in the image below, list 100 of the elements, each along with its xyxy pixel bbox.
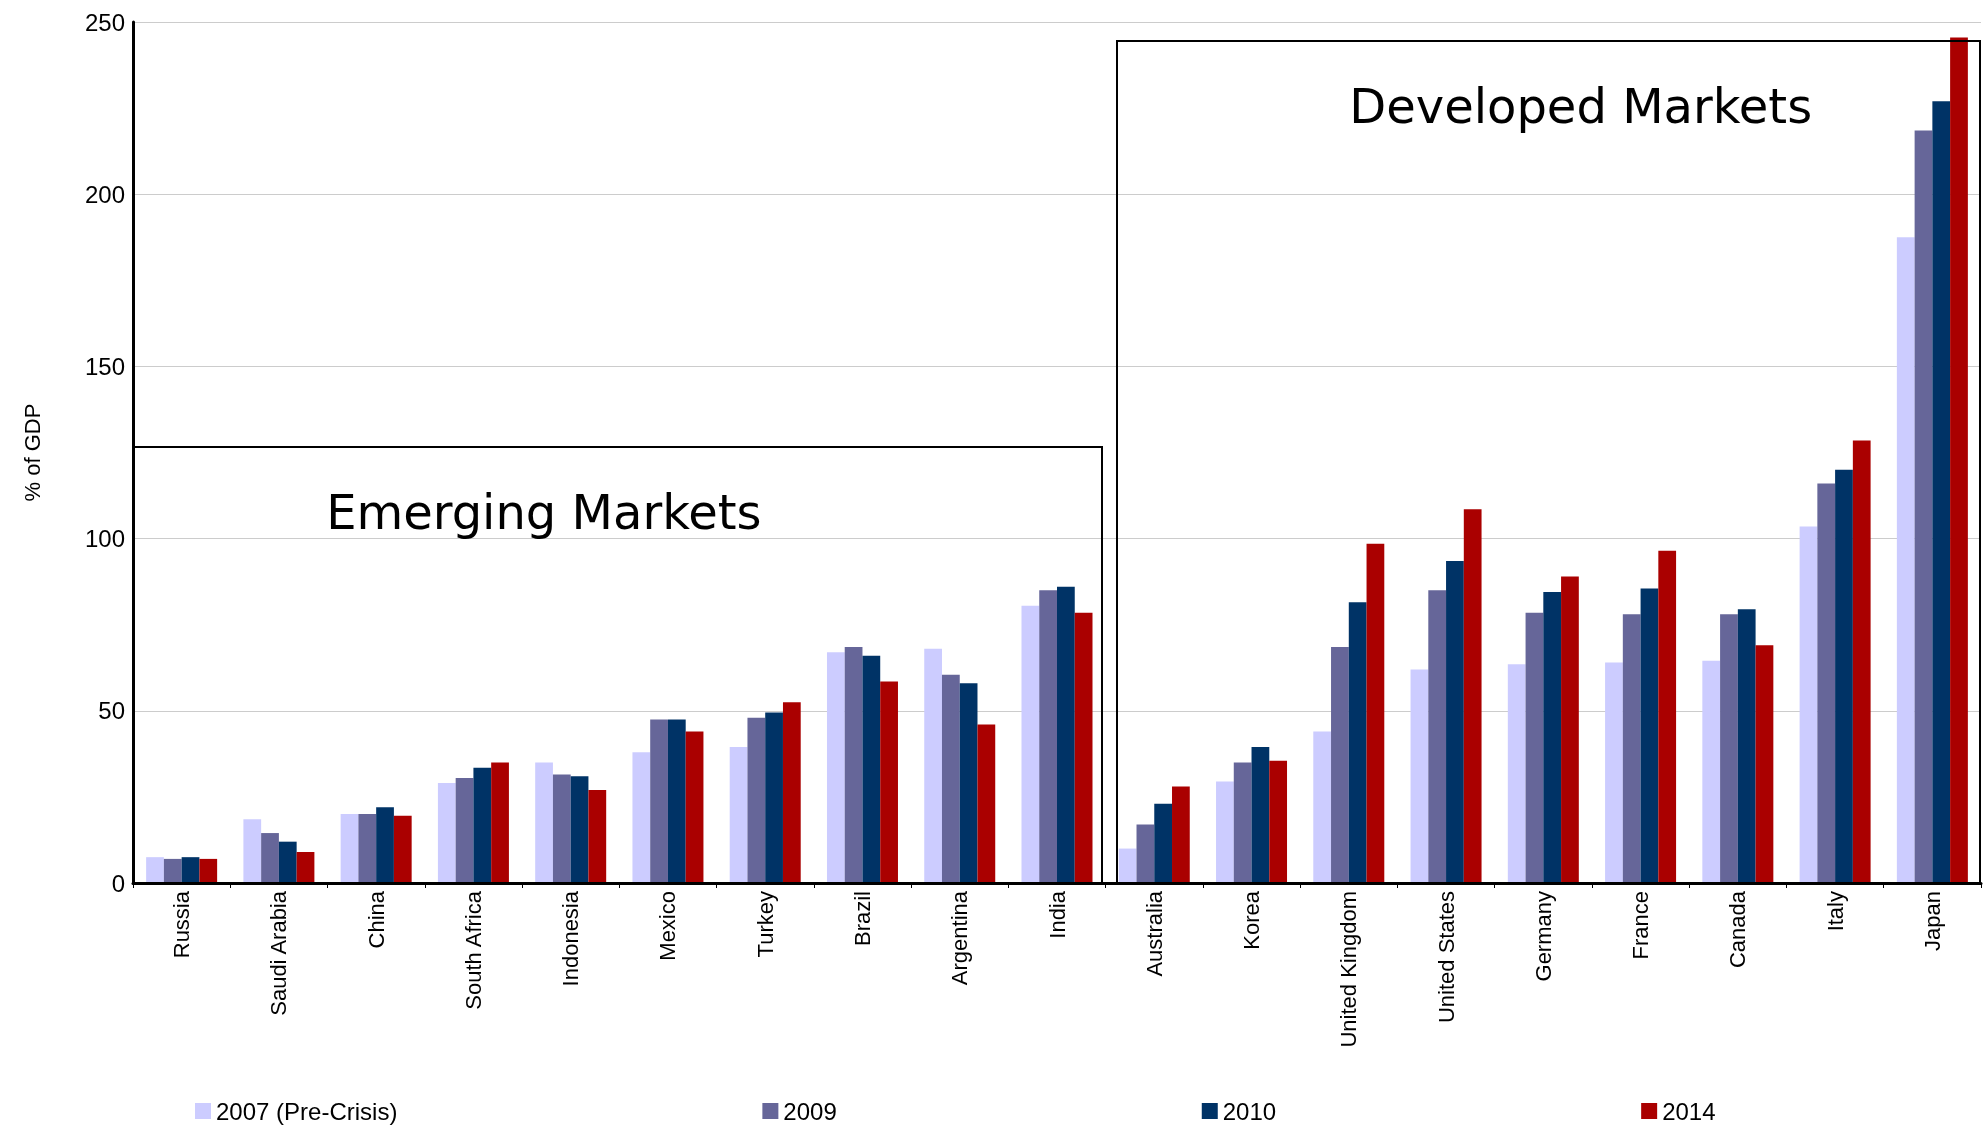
bar (1348, 602, 1367, 883)
bar (146, 857, 164, 883)
bar (588, 790, 607, 883)
bar (844, 647, 863, 883)
bar (1640, 588, 1659, 883)
bar (1269, 760, 1288, 883)
bar (1896, 237, 1915, 883)
bar (296, 852, 315, 883)
x-tick-label: Argentina (947, 890, 973, 986)
bar (570, 776, 589, 883)
legend-label: 2014 (1662, 1097, 1716, 1125)
bar (1446, 560, 1464, 883)
bar (1331, 647, 1349, 883)
legend-label: 2007 (Pre-Crisis) (216, 1097, 398, 1125)
x-tick-label: India (1044, 890, 1070, 939)
bar (393, 815, 412, 883)
y-tick-label: 250 (84, 8, 125, 36)
x-tick-label: United States (1433, 891, 1459, 1024)
x-tick-label: South Africa (460, 890, 486, 1010)
bar (181, 857, 200, 883)
bar (977, 724, 996, 883)
bar (455, 777, 474, 883)
y-tick-label: 150 (84, 352, 125, 380)
bar (491, 762, 509, 883)
bar (782, 702, 801, 883)
x-tick-label: Italy (1822, 891, 1848, 932)
x-tick-label: Indonesia (558, 890, 584, 987)
x-tick-label: China (363, 890, 389, 949)
bar (1720, 614, 1738, 883)
bar (437, 783, 456, 883)
bar (924, 648, 942, 883)
bar (1136, 824, 1155, 883)
bar (747, 717, 766, 883)
x-tick-label: Japan (1919, 891, 1945, 951)
x-tick-label: Russia (169, 890, 195, 959)
x-tick-label: Germany (1530, 891, 1556, 982)
y-axis-title: % of GDP (19, 403, 45, 502)
bar (1543, 591, 1562, 883)
x-tick-label: Mexico (655, 891, 681, 961)
bar (552, 774, 571, 883)
x-tick-label: Australia (1141, 890, 1167, 977)
bar (862, 655, 881, 883)
bar (1039, 590, 1057, 883)
bar (1605, 662, 1623, 883)
bar (941, 674, 960, 883)
bar (1658, 550, 1677, 883)
bar (632, 752, 651, 883)
bar (1251, 746, 1270, 883)
x-tick-label: Canada (1725, 890, 1751, 969)
bar (1799, 526, 1818, 883)
y-tick-label: 50 (98, 697, 125, 725)
bar (1755, 645, 1774, 883)
bar (1914, 130, 1933, 883)
x-tick-label: Saudi Arabia (266, 890, 292, 1016)
y-tick-label: 200 (84, 180, 125, 208)
bar (1932, 101, 1951, 883)
x-tick-label: Turkey (752, 891, 778, 958)
bar (1507, 664, 1526, 883)
bar (1525, 612, 1544, 883)
bar (729, 746, 748, 883)
bar (376, 807, 394, 883)
bar (667, 719, 686, 883)
annotation: Emerging Markets (326, 483, 762, 540)
annotation: Developed Markets (1349, 78, 1813, 134)
bar (340, 814, 359, 883)
y-tick-label: 0 (111, 869, 125, 897)
x-tick-label: Korea (1239, 890, 1265, 950)
bar (1817, 483, 1836, 883)
bar (163, 858, 182, 883)
bar (1463, 509, 1482, 883)
x-tick-label: Brazil (849, 891, 875, 947)
legend-label: 2010 (1222, 1097, 1277, 1125)
bar (1233, 762, 1252, 883)
bar (1622, 614, 1641, 883)
bar (1950, 37, 1968, 883)
bar (473, 767, 492, 883)
bar (1154, 803, 1173, 883)
bar (1074, 612, 1093, 883)
bar (1428, 590, 1447, 883)
x-tick-label: France (1628, 891, 1654, 960)
y-tick-label: 100 (84, 525, 125, 553)
legend-label: 2009 (783, 1097, 837, 1125)
bar (261, 833, 279, 883)
bar (1366, 543, 1385, 883)
bar (278, 841, 297, 883)
bar (1021, 605, 1040, 883)
bar (959, 683, 978, 883)
bar (765, 712, 783, 883)
bar (1118, 848, 1137, 883)
bar (1561, 576, 1579, 883)
bar (535, 762, 553, 883)
bar (1737, 609, 1756, 883)
bar (1702, 660, 1721, 883)
bar (243, 819, 262, 883)
bar (1216, 781, 1234, 883)
bar (1172, 786, 1190, 883)
x-tick-label: United Kingdom (1336, 891, 1362, 1048)
bar (880, 681, 898, 883)
bar (1313, 731, 1332, 883)
bar (1852, 440, 1871, 883)
